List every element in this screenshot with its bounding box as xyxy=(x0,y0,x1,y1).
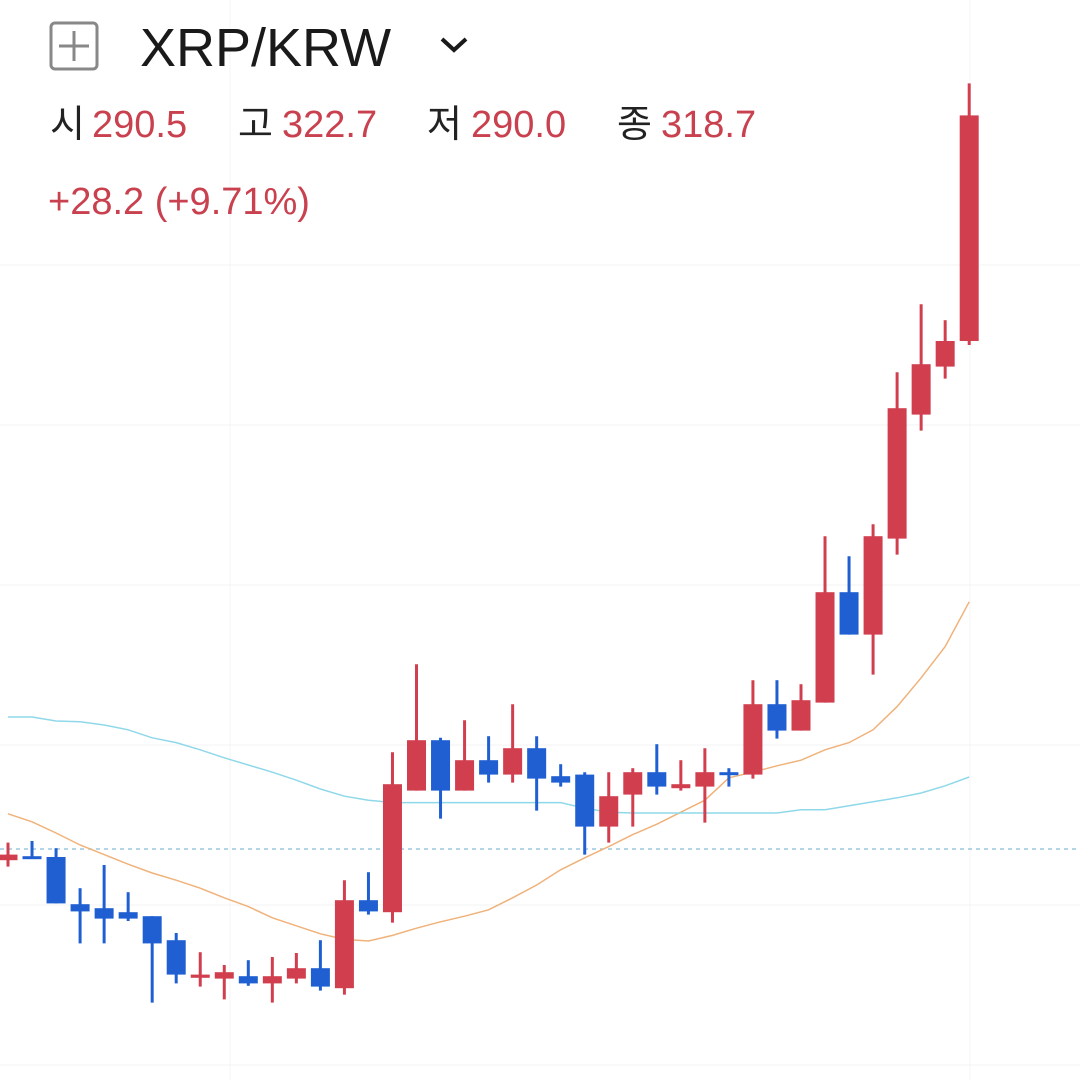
candle-body xyxy=(142,916,162,944)
candle-body xyxy=(551,776,571,783)
open-label: 시 xyxy=(50,104,85,146)
candle-body xyxy=(358,900,378,912)
low-label: 저 xyxy=(427,104,462,146)
candle-body xyxy=(0,854,18,861)
candle-body xyxy=(647,772,667,787)
candle-body xyxy=(719,772,739,776)
add-button[interactable] xyxy=(49,21,99,71)
dropdown-chevron[interactable] xyxy=(440,37,468,53)
candle-body xyxy=(743,704,763,775)
candle-body xyxy=(166,940,186,975)
candle-body xyxy=(310,968,330,987)
candle-body xyxy=(262,976,282,984)
open-value: 290.5 xyxy=(92,104,187,146)
candle-body xyxy=(863,536,883,635)
candle-body xyxy=(382,784,402,913)
high-label: 고 xyxy=(238,104,273,146)
candle-body xyxy=(935,341,955,367)
candle-body xyxy=(911,364,931,415)
candle-body xyxy=(791,700,811,731)
close-label: 종 xyxy=(617,104,652,146)
candle-body xyxy=(599,796,619,827)
moving-average xyxy=(7,601,970,942)
change: +28.2 (+9.71%) xyxy=(48,181,310,223)
candle-body xyxy=(286,968,306,979)
candle-body xyxy=(671,784,691,789)
moving-average xyxy=(8,716,970,814)
candle-body xyxy=(94,908,114,919)
candle-body xyxy=(839,592,859,635)
candle-body xyxy=(887,408,907,539)
candle-body xyxy=(334,900,354,989)
candle-body xyxy=(503,748,523,775)
symbol[interactable]: XRP/KRW xyxy=(140,18,391,78)
plot xyxy=(0,83,1080,1066)
candle-body xyxy=(575,774,595,827)
candle-body xyxy=(695,772,715,787)
candle-body xyxy=(455,760,475,791)
candle-body xyxy=(959,115,979,342)
candle-body xyxy=(238,976,258,984)
candle-body xyxy=(767,704,787,731)
candle-body xyxy=(431,740,451,791)
candle-body xyxy=(407,740,427,791)
candle-body xyxy=(214,972,234,979)
candle-body xyxy=(815,592,835,703)
candle-body xyxy=(623,772,643,795)
candle-body xyxy=(118,912,138,919)
candle-body xyxy=(46,857,66,904)
candle-body xyxy=(70,904,90,912)
high-value: 322.7 xyxy=(282,104,377,146)
candle-body xyxy=(479,760,499,775)
add-icon[interactable] xyxy=(49,21,99,71)
candle-body xyxy=(22,856,42,860)
candle-body xyxy=(527,748,547,779)
close-value: 318.7 xyxy=(661,104,756,146)
candle-body xyxy=(190,974,210,978)
low-value: 290.0 xyxy=(471,104,566,146)
